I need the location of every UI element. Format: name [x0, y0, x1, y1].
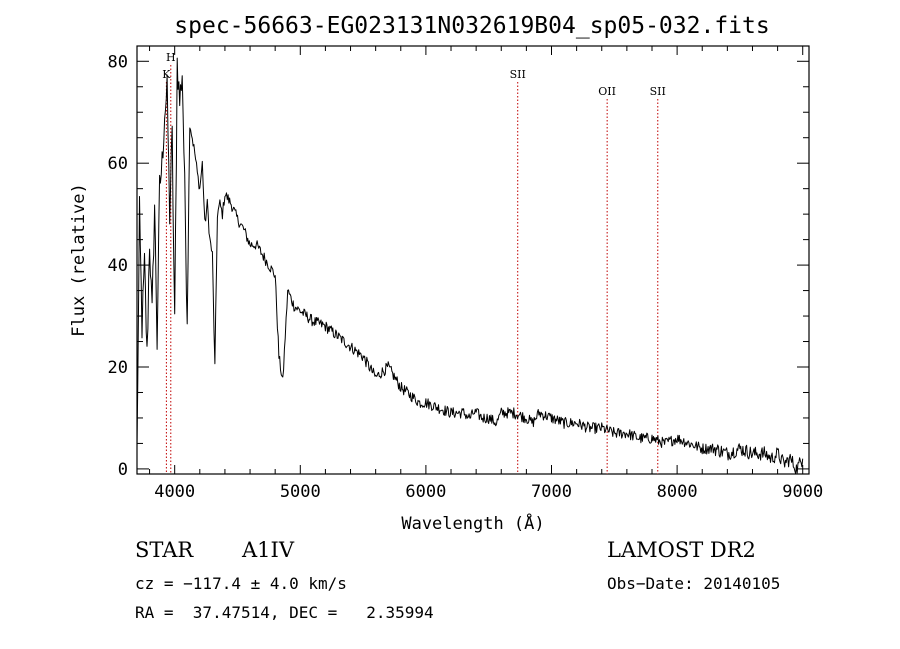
x-tick-label: 8000 — [657, 482, 698, 502]
x-tick-label: 9000 — [782, 482, 823, 502]
plot-frame — [136, 45, 810, 475]
emission-line-label: SII — [650, 85, 666, 98]
x-tick-label: 6000 — [405, 482, 446, 502]
x-tick-label: 7000 — [531, 482, 572, 502]
radec-text: RA = 37.47514, DEC = 2.35994 — [135, 603, 434, 622]
emission-line-label: SII — [510, 68, 526, 81]
x-tick-label: 5000 — [280, 482, 321, 502]
object-class: STAR — [135, 538, 194, 562]
y-tick-label: 0 — [118, 460, 128, 480]
emission-line-label: H — [166, 51, 176, 64]
emission-line-label: K — [162, 68, 171, 81]
x-tick-label: 4000 — [154, 482, 195, 502]
series-layer — [136, 57, 804, 475]
survey-name: LAMOST DR2 — [607, 538, 756, 562]
object-subclass: A1IV — [242, 538, 294, 562]
x-axis-label: Wavelength (Å) — [401, 512, 544, 534]
emission-line-label: OII — [598, 85, 616, 98]
y-tick-label: 60 — [108, 154, 128, 174]
spectrum-series-line — [136, 57, 804, 475]
axis-ticks: 4000 5000 6000 7000 8000 9000 0 20 40 60 80 — [108, 46, 823, 502]
obs-date-text: Obs−Date: 20140105 — [607, 574, 781, 593]
redshift-text: cz = −117.4 ± 4.0 km/s — [135, 574, 347, 593]
y-tick-label: 20 — [108, 358, 128, 378]
emission-lines: KH SII OII SII — [162, 51, 666, 474]
y-tick-label: 80 — [108, 52, 128, 72]
chart-title: spec-56663-EG023131N032619B04_sp05-032.f… — [174, 13, 769, 39]
y-axis-label: Flux (relative) — [69, 183, 89, 337]
y-tick-label: 40 — [108, 256, 128, 276]
